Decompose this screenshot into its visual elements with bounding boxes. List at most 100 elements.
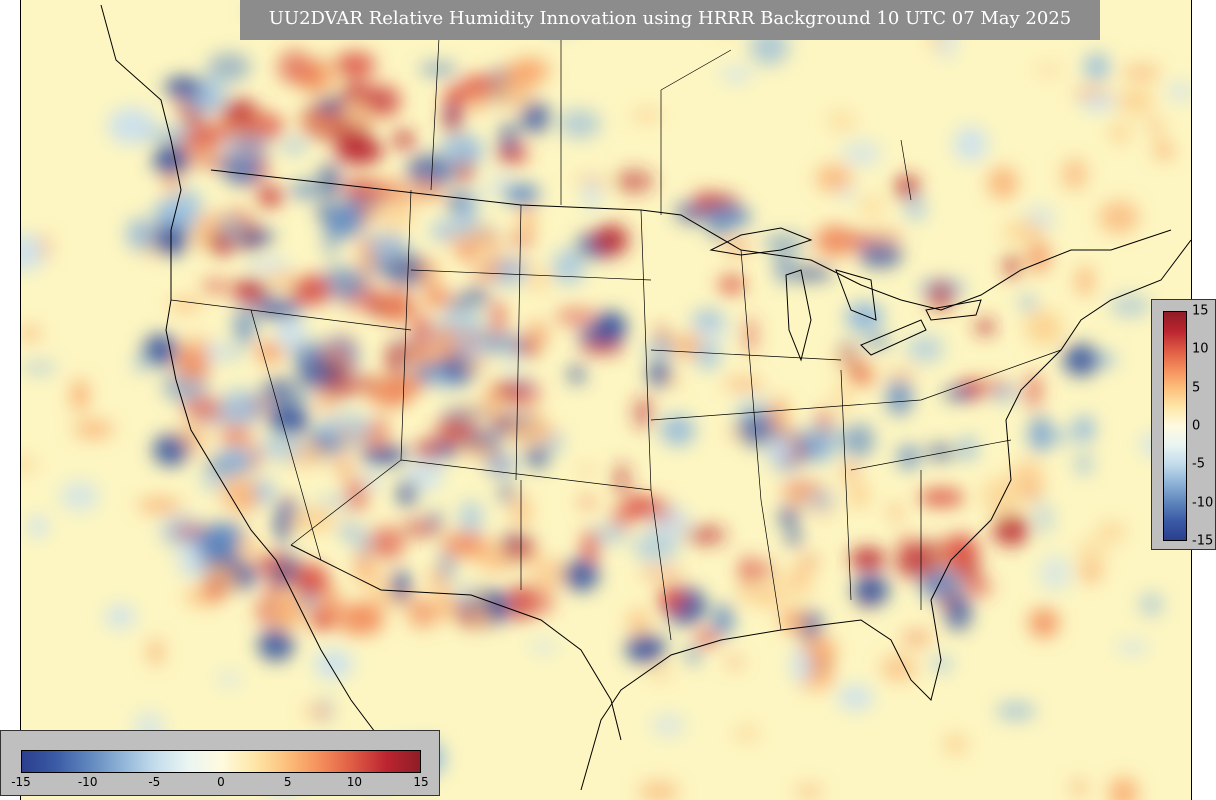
innovation-blob: [880, 654, 918, 682]
innovation-blob: [524, 321, 550, 349]
innovation-blob: [137, 497, 183, 513]
innovation-blob: [21, 455, 38, 474]
innovation-blob: [1079, 94, 1118, 111]
innovation-blob: [577, 326, 609, 342]
innovation-blob: [446, 234, 462, 248]
innovation-blob: [1033, 63, 1064, 77]
innovation-blob: [288, 508, 337, 532]
lake-huron: [835, 269, 877, 321]
innovation-blob: [281, 138, 307, 154]
innovation-field: [21, 0, 1191, 800]
innovation-blob: [546, 432, 563, 454]
innovation-blob: [815, 164, 853, 193]
innovation-blob: [21, 233, 45, 272]
innovation-blob: [1109, 295, 1151, 317]
innovation-blob: [759, 558, 773, 585]
innovation-blob: [275, 316, 306, 349]
innovation-blob: [174, 425, 203, 437]
innovation-blob: [381, 288, 413, 324]
innovation-blob: [851, 364, 875, 387]
innovation-blob: [324, 366, 358, 401]
innovation-blob: [445, 107, 459, 120]
innovation-blob: [324, 222, 338, 259]
innovation-blob: [507, 234, 536, 245]
innovation-blob: [465, 228, 495, 247]
canada-province-lines: [430, 0, 912, 215]
innovation-blob: [59, 481, 100, 512]
innovation-blob: [660, 414, 696, 446]
innovation-blob: [1075, 265, 1095, 297]
innovation-blob: [21, 361, 58, 374]
innovation-blob: [220, 475, 259, 512]
innovation-blob: [501, 534, 536, 557]
innovation-blob: [658, 587, 686, 612]
innovation-blob: [558, 109, 601, 139]
innovation-blob: [313, 649, 353, 679]
colorbar-vertical-tick: -10: [1192, 495, 1214, 511]
innovation-blob: [695, 342, 721, 370]
innovation-blob: [255, 300, 302, 319]
innovation-blob: [611, 506, 631, 531]
innovation-blob: [367, 378, 412, 409]
innovation-blob: [712, 603, 734, 637]
innovation-blob: [584, 176, 600, 212]
innovation-blob: [276, 592, 305, 629]
innovation-blob: [762, 233, 808, 252]
innovation-blob: [993, 514, 1029, 546]
innovation-blob: [791, 647, 811, 684]
innovation-blob: [461, 75, 498, 94]
innovation-blob: [488, 258, 527, 287]
innovation-blob: [843, 423, 875, 458]
innovation-blob: [905, 196, 926, 221]
innovation-blob: [684, 526, 727, 545]
innovation-blob: [218, 446, 252, 472]
innovation-blob: [723, 378, 764, 390]
innovation-blob: [386, 342, 402, 374]
innovation-blob: [416, 439, 438, 460]
innovation-blob: [419, 63, 458, 75]
innovation-blob: [203, 340, 227, 365]
innovation-blob: [1020, 295, 1036, 312]
innovation-blob: [895, 175, 920, 200]
innovation-blob: [525, 265, 551, 294]
map-canvas: [21, 0, 1191, 800]
innovation-blob: [1034, 502, 1054, 534]
innovation-blob: [270, 267, 295, 293]
innovation-blob: [463, 443, 494, 458]
innovation-blob: [624, 494, 652, 519]
innovation-blob: [439, 547, 455, 584]
innovation-blob: [336, 453, 350, 478]
innovation-blob: [195, 527, 240, 557]
innovation-blob: [578, 464, 594, 477]
colorbar-horizontal-tick: -15: [11, 775, 31, 789]
innovation-blob: [953, 126, 988, 162]
colorbar-horizontal-tick: 0: [217, 775, 225, 789]
innovation-blob: [412, 179, 444, 202]
innovation-blob: [334, 602, 377, 636]
innovation-blob: [223, 133, 271, 161]
innovation-blob: [511, 494, 532, 528]
innovation-blob: [221, 155, 261, 185]
innovation-blob: [412, 314, 431, 345]
gulf-coastline: [580, 599, 942, 791]
innovation-blob: [354, 526, 372, 558]
innovation-blob: [1084, 53, 1110, 81]
innovation-blob: [906, 335, 945, 363]
innovation-blob: [126, 217, 154, 251]
innovation-blob: [28, 515, 48, 538]
innovation-blob: [176, 543, 206, 577]
innovation-blob: [429, 170, 454, 182]
innovation-blob: [1026, 240, 1051, 274]
innovation-blob: [848, 481, 870, 509]
innovation-blob: [655, 326, 670, 350]
colorbar-vertical-tick: 10: [1192, 341, 1209, 357]
innovation-blob: [835, 348, 859, 369]
innovation-blob: [353, 567, 390, 587]
innovation-blob: [798, 424, 845, 455]
innovation-blob: [849, 547, 886, 570]
colorbar-horizontal-tick: 10: [346, 775, 362, 789]
lake-ontario: [925, 299, 982, 321]
innovation-blob: [293, 564, 329, 596]
innovation-blob: [1074, 452, 1093, 475]
innovation-blob: [438, 586, 454, 623]
